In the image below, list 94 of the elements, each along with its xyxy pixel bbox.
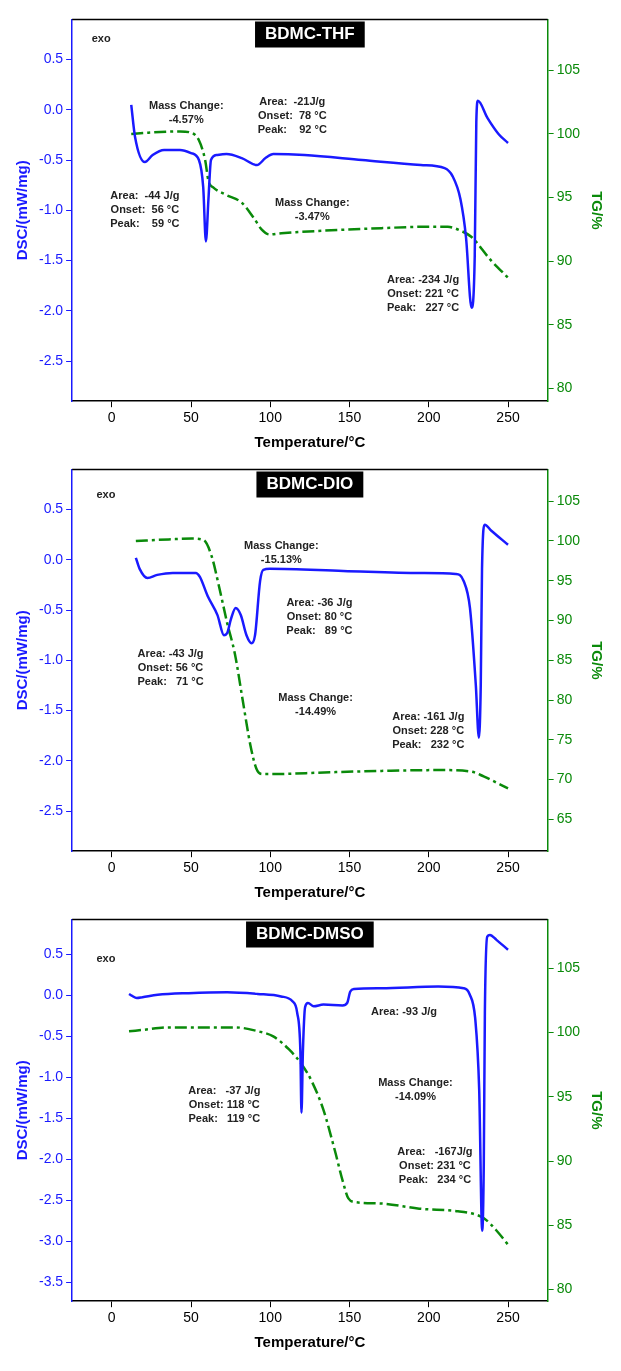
y-tick-label: 0.5 <box>43 500 64 517</box>
x-tick-label: 250 <box>496 409 520 426</box>
x-tick-label: 200 <box>417 859 441 876</box>
x-tick-label: 250 <box>496 1309 520 1326</box>
annotation: Area: -44 J/g Onset: 56 °C Peak: 59 °C <box>110 189 180 230</box>
y2-tick-label: 105 <box>556 492 581 509</box>
x-tick-label: 250 <box>496 859 520 876</box>
annotation: Area: -161 J/g Onset: 228 °C Peak: 232 °C <box>392 709 465 750</box>
y-tick-label: -2.5 <box>39 1191 64 1208</box>
y-tick-label: 0.0 <box>43 100 64 117</box>
y2-tick-label: 85 <box>556 1216 573 1233</box>
annotation: exo <box>96 488 116 501</box>
y-tick-label: -0.5 <box>39 150 64 167</box>
y2-tick-label: 105 <box>556 61 581 78</box>
y2-tick-label: 80 <box>556 379 573 396</box>
y2-tick-label: 95 <box>556 571 573 588</box>
y2-tick-label: 95 <box>556 1087 573 1104</box>
y2-tick-label: 70 <box>556 770 573 787</box>
y-tick-label: -2.0 <box>39 301 64 318</box>
y-tick-label: -1.0 <box>39 1068 64 1085</box>
annotation: Area: -36 J/g Onset: 80 °C Peak: 89 °C <box>286 596 353 637</box>
y2-tick-label: 80 <box>556 1280 573 1297</box>
y2-axis-title: TG/% <box>588 191 606 230</box>
x-tick-label: 50 <box>183 1309 199 1326</box>
y2-tick-label: 100 <box>556 124 581 141</box>
annotation: Area: -234 J/g Onset: 221 °C Peak: 227 °C <box>386 272 460 313</box>
annotation: Area: -167J/g Onset: 231 °C Peak: 234 °C <box>397 1145 473 1186</box>
x-axis-title: Temperature/°C <box>254 883 366 901</box>
y-tick-label: -1.5 <box>39 251 64 268</box>
y-tick-label: -3.0 <box>39 1232 64 1249</box>
x-tick-label: 150 <box>337 859 362 876</box>
y-tick-label: -2.5 <box>39 351 64 368</box>
y2-tick-label: 105 <box>556 959 581 976</box>
x-tick-label: 100 <box>258 1309 283 1326</box>
x-tick-label: 100 <box>258 409 283 426</box>
annotation: Area: -21J/g Onset: 78 °C Peak: 92 °C <box>257 95 327 136</box>
line-series <box>127 1026 510 1246</box>
y-tick-label: -3.5 <box>39 1273 64 1290</box>
annotation: Area: -43 J/g Onset: 56 °C Peak: 71 °C <box>137 647 204 688</box>
y2-tick-label: 90 <box>556 1151 573 1168</box>
annotation: Mass Change: -14.49% <box>278 691 353 718</box>
y2-tick-label: 95 <box>556 188 573 205</box>
y-axis-title: DSC/(mW/mg) <box>13 610 31 711</box>
y2-axis-title: TG/% <box>588 641 606 680</box>
y2-tick-label: 90 <box>556 611 573 628</box>
x-tick-label: 0 <box>107 409 116 426</box>
chart-title: BDMC-THF <box>265 24 355 44</box>
y-tick-label: -0.5 <box>39 1027 64 1044</box>
x-tick-label: 50 <box>183 409 199 426</box>
y2-tick-label: 100 <box>556 531 581 548</box>
annotation: Mass Change: -4.57% <box>148 98 224 125</box>
x-tick-label: 100 <box>258 859 283 876</box>
x-axis-title: Temperature/°C <box>254 1333 366 1351</box>
x-tick-label: 150 <box>337 1309 362 1326</box>
x-tick-label: 200 <box>417 1309 441 1326</box>
y-tick-label: 0.5 <box>43 945 64 962</box>
annotation: Mass Change: -3.47% <box>274 196 350 223</box>
y-tick-label: -2.0 <box>39 1150 64 1167</box>
y2-tick-label: 90 <box>556 252 573 269</box>
annotation: Area: -93 J/g <box>371 1005 438 1018</box>
y2-tick-label: 65 <box>556 810 573 827</box>
annotation: exo <box>91 31 111 44</box>
y2-tick-label: 85 <box>556 315 573 332</box>
annotation: Mass Change: -14.09% <box>378 1075 453 1102</box>
y-tick-label: -1.5 <box>39 701 64 718</box>
x-tick-label: 0 <box>107 859 116 876</box>
x-tick-label: 150 <box>337 409 362 426</box>
annotation: Mass Change: -15.13% <box>244 538 319 565</box>
x-tick-label: 50 <box>183 859 199 876</box>
y-tick-label: 0.0 <box>43 986 64 1003</box>
x-tick-label: 200 <box>417 409 441 426</box>
x-tick-label: 0 <box>107 1309 116 1326</box>
y2-tick-label: 80 <box>556 690 573 707</box>
y-tick-label: 0.0 <box>43 550 64 567</box>
line-series <box>134 537 510 790</box>
y-tick-label: -2.0 <box>39 751 64 768</box>
y-tick-label: -2.5 <box>39 801 64 818</box>
line-series <box>134 523 510 739</box>
y-axis-title: DSC/(mW/mg) <box>13 160 31 261</box>
y2-tick-label: 100 <box>556 1023 581 1040</box>
x-axis-title: Temperature/°C <box>254 433 366 451</box>
annotation: exo <box>96 951 116 964</box>
y-tick-label: -1.5 <box>39 1109 64 1126</box>
y2-tick-label: 75 <box>556 730 573 747</box>
chart-title: BDMC-DMSO <box>256 924 364 944</box>
annotation: Area: -37 J/g Onset: 118 °C Peak: 119 °C <box>188 1084 261 1125</box>
y-tick-label: -0.5 <box>39 600 64 617</box>
chart-title: BDMC-DIO <box>266 474 354 494</box>
y-tick-label: -1.0 <box>39 201 64 218</box>
y-axis-title: DSC/(mW/mg) <box>13 1060 31 1161</box>
y2-axis-title: TG/% <box>588 1091 606 1130</box>
y-tick-label: 0.5 <box>43 50 64 67</box>
y2-tick-label: 85 <box>556 651 573 668</box>
y-tick-label: -1.0 <box>39 651 64 668</box>
